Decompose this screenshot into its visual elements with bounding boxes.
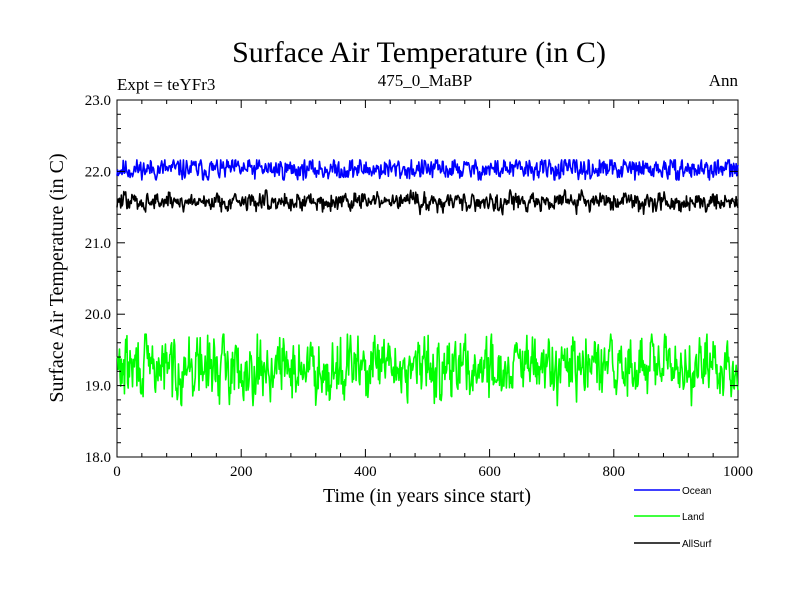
x-tick-label: 600: [478, 464, 501, 480]
x-tick-label: 0: [113, 464, 121, 480]
experiment-label: Expt = teYFr3: [117, 75, 215, 94]
legend-label-land: Land: [682, 512, 704, 523]
plot-area: [116, 99, 739, 458]
series-line-ocean: [116, 159, 739, 181]
y-tick-label: 18.0: [85, 450, 111, 466]
legend-label-ocean: Ocean: [682, 486, 711, 497]
series-layer: [116, 159, 739, 407]
y-tick-label: 20.0: [85, 307, 111, 323]
y-tick-label: 23.0: [85, 93, 111, 109]
x-tick-label: 800: [603, 464, 626, 480]
season-label: Ann: [709, 71, 739, 90]
series-line-land: [116, 333, 739, 407]
chart-title: Surface Air Temperature (in C): [232, 36, 606, 69]
y-tick-label: 21.0: [85, 236, 111, 252]
axes-layer: 0 200 400 600 800 1000 18.0 19.0 20.0 21.0 22.0 23.…: [85, 93, 753, 480]
series-line-allsurf: [116, 189, 739, 216]
x-axis-label: Time (in years since start): [323, 485, 531, 507]
x-tick-label: 1000: [723, 464, 753, 480]
x-tick-label: 200: [230, 464, 253, 480]
period-label: 475_0_MaBP: [378, 71, 472, 90]
y-tick-label: 19.0: [85, 379, 111, 395]
y-tick-label: 22.0: [85, 164, 111, 180]
y-axis-label: Surface Air Temperature (in C): [46, 153, 68, 402]
x-tick-label: 400: [354, 464, 377, 480]
legend: Ocean Land AllSurf: [634, 486, 712, 550]
plot-frame: [116, 99, 739, 458]
legend-label-allsurf: AllSurf: [682, 539, 712, 550]
